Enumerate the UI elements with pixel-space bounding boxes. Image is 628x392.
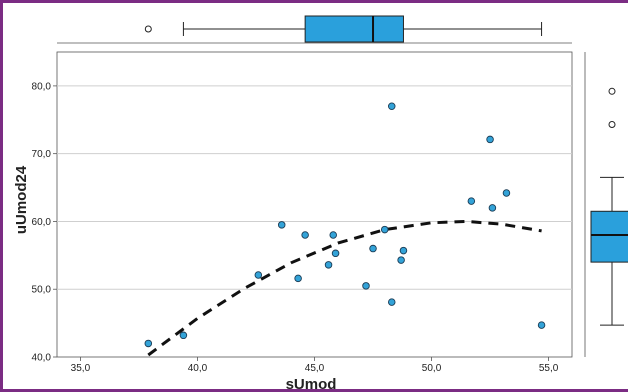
data-point <box>388 102 396 110</box>
plot-frame <box>56 51 573 358</box>
data-point <box>179 331 188 340</box>
data-point <box>331 249 340 258</box>
data-point <box>329 231 337 239</box>
x-axis-title: sUmod <box>286 376 337 392</box>
data-point <box>369 244 377 253</box>
data-point <box>488 204 497 212</box>
y-tick-label: 80,0 <box>32 81 52 92</box>
y-outlier <box>608 121 616 129</box>
data-point <box>388 298 396 306</box>
y-outlier <box>608 87 616 95</box>
data-point <box>380 225 389 234</box>
data-point <box>144 339 153 348</box>
data-point <box>301 231 309 239</box>
data-point <box>294 274 302 283</box>
x-tick-label: 45,0 <box>305 363 325 374</box>
plot-area: 40,0 50,0 60,0 70,0 80,0 35,0 40,0 45,0 50,0 55,0 <box>32 51 573 374</box>
x-tick-label: 40,0 <box>188 363 208 374</box>
x-tick-label: 35,0 <box>71 363 91 374</box>
y-axis-title: uUmod24 <box>13 165 30 234</box>
data-point <box>362 282 370 290</box>
y-tick-label: 40,0 <box>32 353 52 364</box>
x-tick-label: 55,0 <box>539 363 559 374</box>
data-point <box>399 246 408 255</box>
data-point <box>397 256 405 264</box>
data-point <box>537 321 546 329</box>
data-point <box>467 197 476 205</box>
y-tick-label: 70,0 <box>32 149 52 160</box>
y-tick-label: 60,0 <box>32 217 52 228</box>
data-point <box>277 221 286 229</box>
x-box <box>304 15 404 43</box>
data-point <box>486 135 494 144</box>
y-tick-label: 50,0 <box>32 285 52 296</box>
data-point <box>324 261 333 269</box>
x-tick-label: 50,0 <box>422 363 442 374</box>
data-point <box>254 271 263 279</box>
x-boxplot <box>57 15 572 44</box>
y-boxplot <box>584 52 628 357</box>
data-point <box>502 189 511 197</box>
x-outlier <box>144 25 152 33</box>
y-box <box>590 210 628 263</box>
fit-curve <box>147 219 542 357</box>
